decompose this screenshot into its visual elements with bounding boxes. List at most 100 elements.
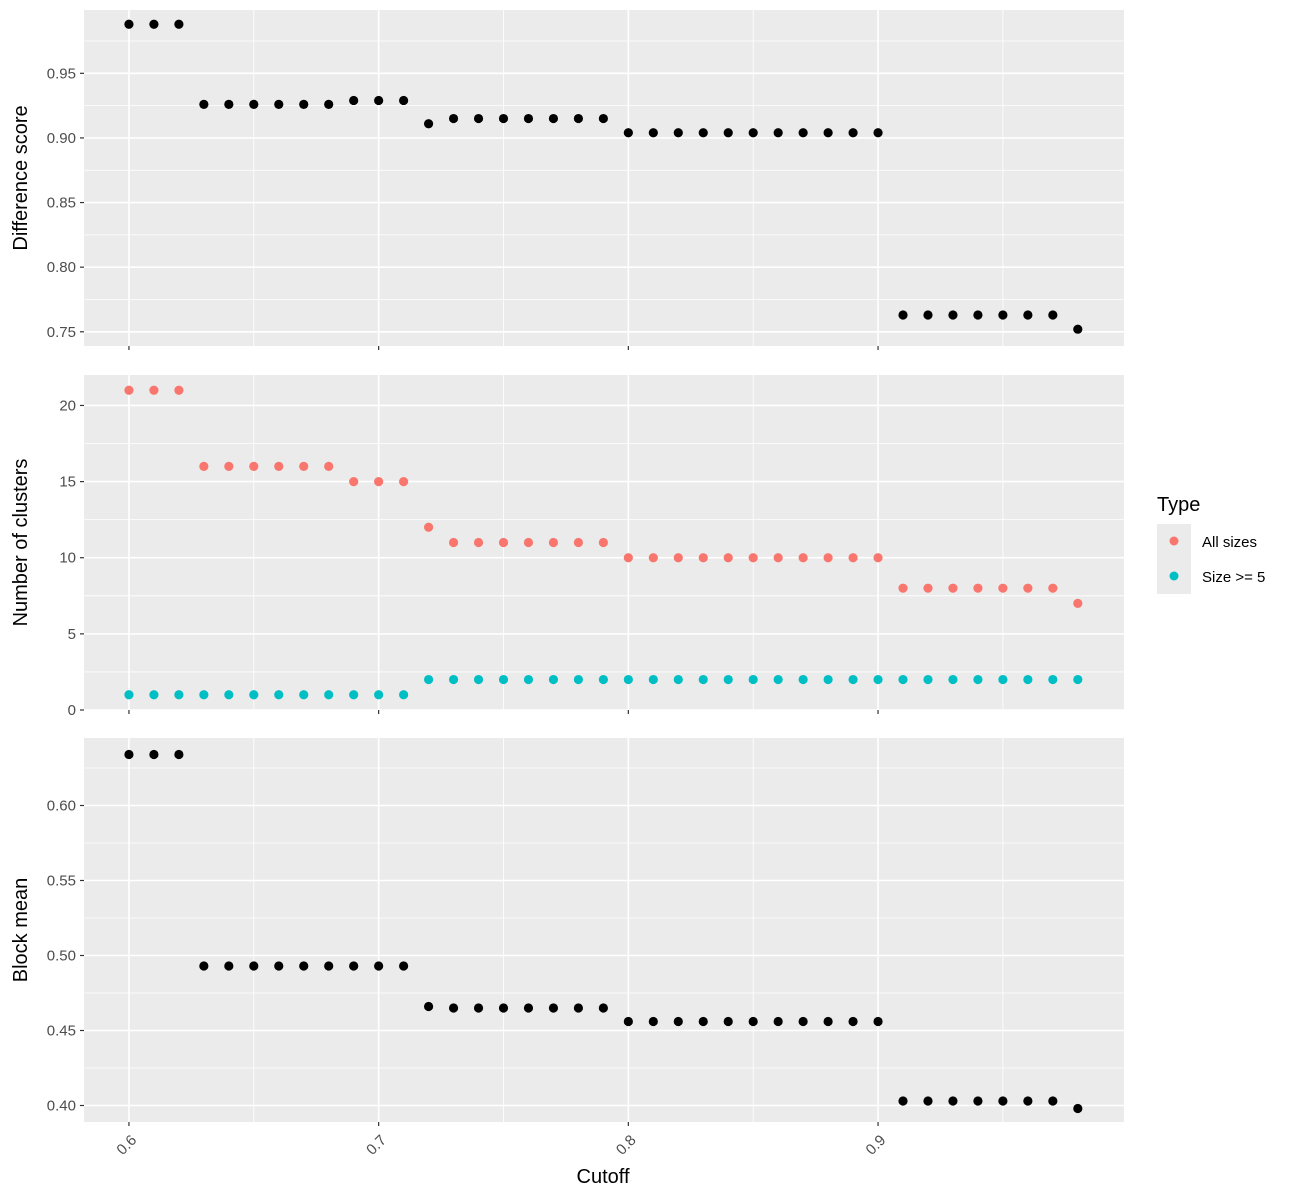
y-tick-label: 0.75 — [47, 324, 76, 341]
data-point — [823, 128, 833, 138]
data-point — [199, 99, 209, 109]
data-point — [873, 553, 883, 563]
data-point — [448, 674, 459, 685]
y-tick-label: 5 — [68, 626, 76, 643]
data-point — [374, 961, 384, 971]
data-point — [448, 1003, 459, 1013]
data-point — [798, 128, 808, 138]
data-point — [998, 674, 1008, 685]
data-point — [548, 674, 559, 685]
data-point — [174, 749, 184, 760]
data-point — [698, 674, 708, 685]
data-point — [573, 113, 584, 124]
data-point — [648, 128, 658, 138]
panel-background — [84, 10, 1124, 346]
data-point — [1073, 674, 1083, 685]
data-point — [723, 128, 733, 138]
data-point — [324, 461, 334, 471]
panel-block-mean: 0.40 0.45 0.50 0.55 0.60 Block mean 0.6 0.7 0.8 0… — [10, 738, 1124, 1159]
y-tick-label: 0.60 — [47, 798, 76, 815]
data-point — [823, 1016, 833, 1027]
data-point — [623, 128, 633, 138]
data-point — [349, 476, 359, 487]
data-point — [149, 19, 159, 29]
data-point — [224, 461, 234, 471]
data-point — [349, 961, 359, 971]
data-point — [299, 690, 309, 700]
data-point — [823, 553, 833, 563]
data-point — [523, 674, 534, 685]
data-point — [948, 310, 958, 320]
data-point — [798, 553, 808, 563]
data-point — [923, 674, 933, 685]
y-axis-title: Difference score — [10, 105, 32, 250]
series-size-5 — [124, 674, 1083, 700]
data-point — [374, 690, 384, 700]
data-point — [399, 690, 409, 700]
x-tick-label: 0.9 — [863, 1132, 890, 1159]
data-point — [748, 128, 758, 138]
data-point — [573, 1003, 584, 1013]
x-axis-title: Cutoff — [577, 1166, 630, 1188]
data-point — [124, 19, 134, 29]
data-point — [1073, 324, 1083, 334]
data-point — [1048, 674, 1058, 685]
y-tick-label: 0.95 — [47, 65, 76, 82]
data-point — [1048, 310, 1058, 320]
data-point — [1048, 1096, 1058, 1106]
data-point — [149, 690, 159, 700]
data-point — [399, 95, 409, 106]
y-tick-label: 0.55 — [47, 873, 76, 890]
y-axis-title: Block mean — [10, 878, 32, 983]
data-point — [473, 674, 484, 685]
data-point — [523, 1003, 534, 1013]
data-point — [448, 113, 459, 124]
data-point — [199, 461, 209, 471]
series-points — [124, 749, 1083, 1114]
data-point — [998, 310, 1008, 320]
data-point — [1023, 1096, 1033, 1106]
x-tick-label: 0.6 — [113, 1132, 140, 1159]
data-point — [598, 113, 608, 124]
data-point — [973, 674, 983, 685]
data-point — [673, 553, 683, 563]
data-point — [948, 583, 958, 593]
data-point — [249, 99, 259, 109]
data-point — [848, 674, 858, 685]
data-point — [723, 674, 733, 685]
data-point — [473, 1003, 484, 1013]
legend-label-all-sizes: All sizes — [1202, 534, 1257, 551]
data-point — [973, 1096, 983, 1106]
data-point — [1073, 1103, 1083, 1114]
data-point — [523, 113, 534, 124]
data-point — [423, 1001, 434, 1012]
data-point — [623, 1016, 633, 1027]
data-point — [748, 1016, 758, 1027]
data-point — [124, 749, 134, 760]
data-point — [798, 674, 808, 685]
data-point — [998, 583, 1008, 593]
data-point — [823, 674, 833, 685]
y-tick-label: 10 — [59, 550, 76, 567]
x-tick-label: 0.7 — [363, 1132, 390, 1159]
data-point — [399, 961, 409, 971]
panel-difference-score: 0.75 0.80 0.85 0.90 0.95 Difference score — [10, 10, 1124, 350]
data-point — [149, 749, 159, 760]
data-point — [249, 461, 259, 471]
data-point — [573, 537, 584, 548]
data-point — [174, 385, 184, 395]
data-point — [848, 128, 858, 138]
data-point — [873, 128, 883, 138]
y-axis-title: Number of clusters — [10, 459, 32, 627]
data-point — [523, 537, 534, 548]
y-tick-label: 15 — [59, 474, 76, 491]
panel-number-of-clusters: 0 5 10 15 20 Number of clusters — [10, 375, 1124, 719]
data-point — [1023, 583, 1033, 593]
data-point — [349, 95, 359, 106]
data-point — [923, 1096, 933, 1106]
data-point — [249, 690, 259, 700]
data-point — [698, 1016, 708, 1027]
data-point — [423, 674, 434, 685]
legend: Type All sizes Size >= 5 — [1157, 494, 1265, 594]
data-point — [698, 128, 708, 138]
